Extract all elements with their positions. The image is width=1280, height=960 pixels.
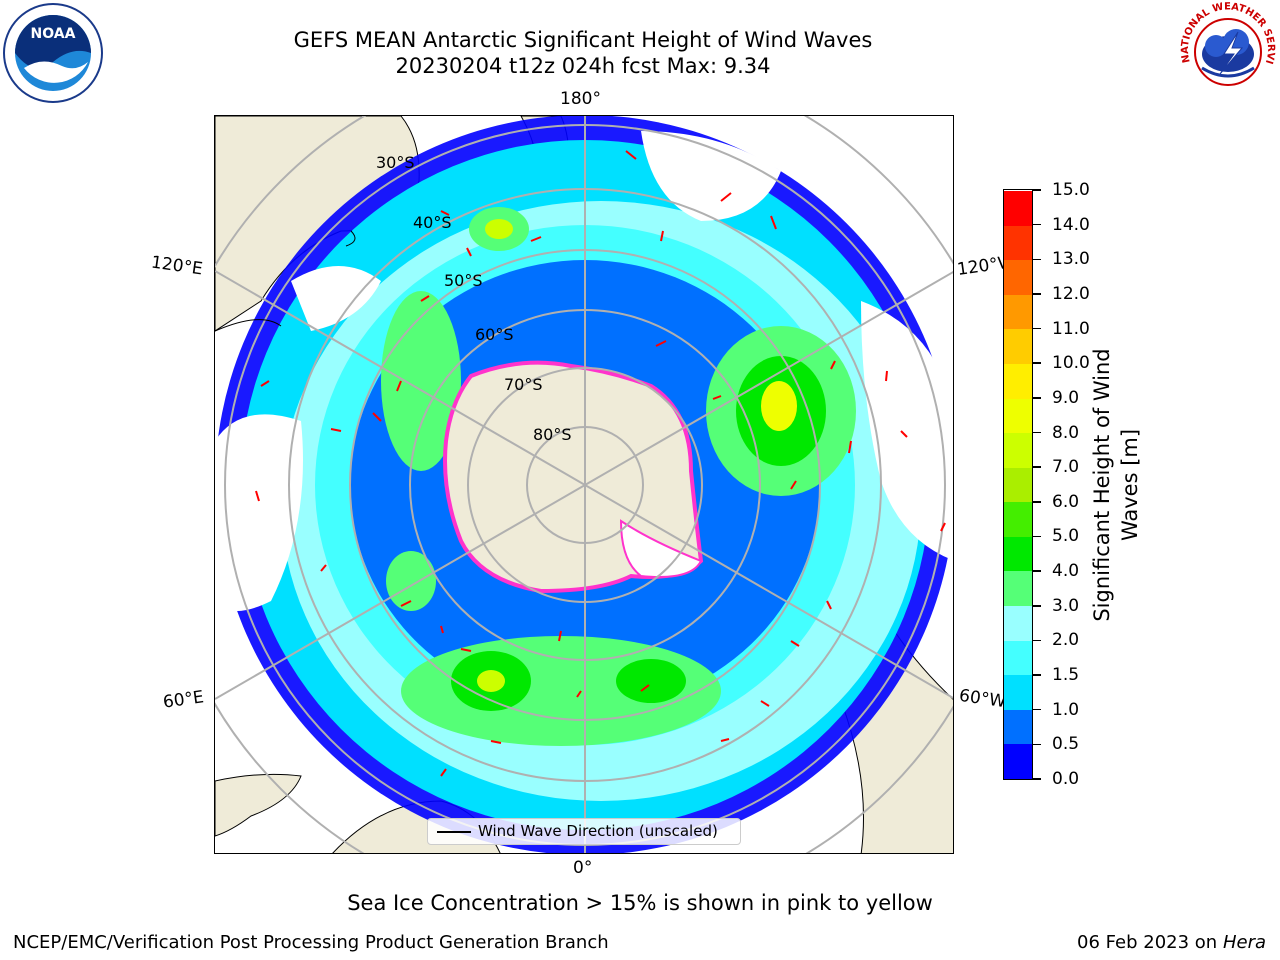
colorbar-tick [1033, 362, 1041, 364]
colorbar-tick [1033, 189, 1041, 191]
colorbar-segment [1004, 363, 1032, 399]
lat-label-50s: 50°S [444, 271, 483, 290]
colorbar-segment [1004, 709, 1032, 745]
colorbar-tick [1033, 466, 1041, 468]
colorbar-segment [1004, 570, 1032, 607]
legend-line [437, 831, 471, 833]
colorbar-tick [1033, 605, 1041, 607]
map-legend: Wind Wave Direction (unscaled) [427, 818, 741, 845]
footer-date-text: 06 Feb 2023 on [1077, 932, 1218, 953]
chart-title: GEFS MEAN Antarctic Significant Height o… [293, 28, 873, 52]
colorbar-tick-label: 12.0 [1052, 283, 1090, 304]
colorbar-tick-label: 5.0 [1052, 526, 1080, 547]
colorbar-segment [1004, 398, 1032, 434]
noaa-logo: NOAA [3, 3, 103, 103]
colorbar-segment [1004, 190, 1032, 226]
colorbar-segment [1004, 605, 1032, 641]
colorbar-tick-label: 13.0 [1052, 249, 1090, 270]
colorbar-segment [1004, 328, 1032, 364]
colorbar-tick [1033, 327, 1041, 330]
footer-date: 06 Feb 2023 on Hera [1077, 932, 1266, 953]
colorbar-tick-label: 15.0 [1052, 180, 1090, 200]
colorbar-tick-label: 2.0 [1052, 630, 1080, 651]
colorbar-tick [1033, 778, 1041, 780]
colorbar-tick [1033, 570, 1041, 572]
colorbar [1003, 189, 1033, 780]
polar-map [214, 115, 954, 854]
legend-text: Wind Wave Direction (unscaled) [478, 822, 718, 840]
colorbar-tick-label: 8.0 [1052, 422, 1080, 443]
colorbar-segment [1004, 640, 1032, 676]
lat-label-70s: 70°S [504, 375, 543, 394]
map-canvas [215, 116, 953, 853]
colorbar-segment [1004, 432, 1032, 468]
colorbar-label-line1: Significant Height of Wind [1090, 348, 1114, 622]
lat-label-30s: 30°S [376, 153, 415, 172]
colorbar-tick-label: 10.0 [1052, 353, 1090, 374]
colorbar-tick [1033, 431, 1041, 434]
colorbar-tick-label: 7.0 [1052, 457, 1080, 478]
colorbar-tick-label: 0.5 [1052, 734, 1080, 755]
colorbar-tick [1033, 501, 1041, 503]
colorbar-label: Significant Height of Wind Waves [m] [1088, 348, 1144, 621]
colorbar-segment [1004, 225, 1032, 261]
lat-label-40s: 40°S [413, 213, 452, 232]
colorbar-tick [1033, 743, 1041, 746]
sea-ice-note: Sea Ice Concentration > 15% is shown in … [347, 891, 933, 915]
colorbar-tick-label: 1.5 [1052, 665, 1080, 686]
lon-label-120e: 120°E [149, 252, 204, 280]
lon-label-0: 0° [573, 858, 593, 878]
colorbar-segment [1004, 743, 1032, 779]
colorbar-tick [1033, 258, 1041, 261]
colorbar-tick-label: 3.0 [1052, 595, 1080, 616]
nws-logo: NATIONAL WEATHER SERVICE [1178, 2, 1276, 99]
chart-subtitle: 20230204 t12z 024h fcst Max: 9.34 [395, 54, 771, 78]
lon-label-60e: 60°E [161, 687, 206, 713]
colorbar-segment [1004, 674, 1032, 710]
colorbar-tick [1033, 639, 1041, 642]
colorbar-segment [1004, 259, 1032, 295]
svg-text:NOAA: NOAA [31, 26, 76, 42]
colorbar-tick [1033, 535, 1041, 538]
colorbar-tick [1033, 293, 1041, 295]
lon-label-180: 180° [560, 89, 601, 109]
footer-machine: Hera [1222, 932, 1266, 953]
colorbar-tick-label: 1.0 [1052, 699, 1080, 720]
colorbar-tick-label: 9.0 [1052, 387, 1080, 408]
colorbar-tick-label: 11.0 [1052, 318, 1090, 339]
colorbar-tick [1033, 223, 1041, 226]
colorbar-label-line2: Waves [m] [1118, 428, 1142, 542]
colorbar-segment [1004, 501, 1032, 537]
lon-label-60w: 60°W [957, 685, 1008, 713]
colorbar-tick-label: 6.0 [1052, 491, 1080, 512]
colorbar-segment [1004, 467, 1032, 503]
lat-label-60s: 60°S [475, 325, 514, 344]
colorbar-tick-label: 14.0 [1052, 214, 1090, 235]
colorbar-segment [1004, 294, 1032, 330]
colorbar-tick-label: 4.0 [1052, 561, 1080, 582]
footer-branch: NCEP/EMC/Verification Post Processing Pr… [13, 932, 609, 953]
colorbar-tick [1033, 708, 1041, 711]
lat-label-80s: 80°S [533, 425, 572, 444]
colorbar-tick [1033, 397, 1041, 399]
colorbar-tick-label: 0.0 [1052, 769, 1080, 789]
colorbar-segment [1004, 536, 1032, 572]
colorbar-tick [1033, 674, 1041, 676]
